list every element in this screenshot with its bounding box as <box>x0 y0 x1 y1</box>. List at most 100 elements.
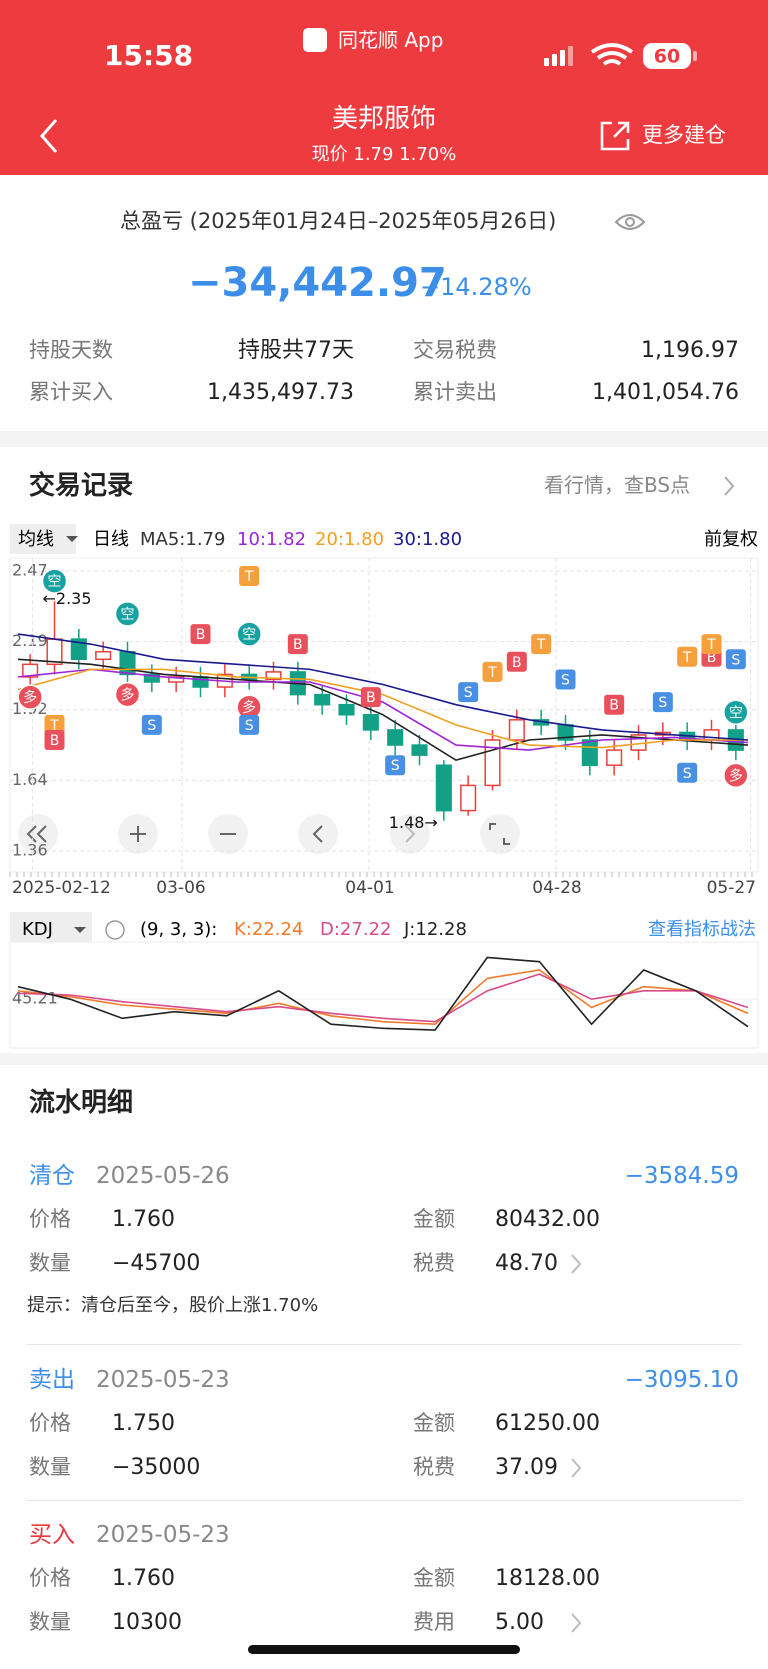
app-icon <box>303 28 327 52</box>
x-tick-label: 03-06 <box>156 878 205 898</box>
marker <box>604 694 625 715</box>
legend-entry: D:27.22 <box>320 919 391 940</box>
marker-label: B <box>293 637 303 653</box>
marker-label: S <box>561 672 570 688</box>
field-label: 数量 <box>29 1251 71 1275</box>
field-label: 税费 <box>413 1251 455 1275</box>
field-value: 48.70 <box>495 1251 558 1276</box>
back[interactable] <box>36 116 60 156</box>
header <box>0 0 768 175</box>
y-tick-label: 2.47 <box>12 561 48 580</box>
stat-value: 持股共77天 <box>238 338 354 363</box>
field-label: 金额 <box>413 1411 455 1435</box>
marker-label: T <box>487 665 497 681</box>
home-indicator <box>248 1645 520 1654</box>
marker <box>725 649 746 670</box>
marker <box>41 568 68 594</box>
y-tick-label: 1.36 <box>12 841 48 860</box>
legend-entry: 10:1.82 <box>237 529 306 550</box>
marker <box>677 762 698 783</box>
field-label: 价格 <box>29 1207 71 1231</box>
tx-type: 卖出 <box>29 1367 75 1393</box>
stat-label: 交易税费 <box>413 338 497 362</box>
field-value: 1.760 <box>112 1207 175 1232</box>
marker <box>555 669 576 690</box>
marker-label: B <box>707 650 717 666</box>
tx-pnl: −3095.10 <box>624 1367 739 1393</box>
annotation: 1.48→ <box>389 813 438 832</box>
gap <box>0 1053 768 1065</box>
time: 15:58 <box>104 39 194 72</box>
marker-label: T <box>49 718 59 734</box>
stat-label: 累计买入 <box>29 380 113 404</box>
ma-select[interactable] <box>10 524 76 554</box>
marker-label: T <box>536 637 546 653</box>
legend-entry: MA5:1.79 <box>140 529 225 550</box>
battery: 60 <box>654 46 680 68</box>
marker-label: S <box>683 766 692 782</box>
legend-entry: J:12.28 <box>403 919 467 940</box>
chevron[interactable] <box>570 1612 582 1634</box>
field-label: 金额 <box>413 1207 455 1231</box>
marker <box>44 730 65 751</box>
field-label: 税费 <box>413 1455 455 1479</box>
candle-body <box>143 673 160 683</box>
marker-label: S <box>464 685 473 701</box>
field-label: 数量 <box>29 1610 71 1634</box>
kdj-line <box>17 969 749 1025</box>
marker <box>190 624 211 645</box>
summary-title: 总盈亏 (2025年01月24日–2025年05月26日) <box>120 209 557 233</box>
x-tick-label: 04-01 <box>345 878 394 898</box>
stat-value: 1,435,497.73 <box>207 380 354 405</box>
marker-label: 多 <box>242 699 256 716</box>
stat-label: 累计卖出 <box>413 380 497 404</box>
legend-entry: 30:1.80 <box>393 529 462 550</box>
marker <box>458 682 479 703</box>
period: 日线 <box>93 529 129 550</box>
controls[interactable] <box>18 814 520 854</box>
field-label: 价格 <box>29 1411 71 1435</box>
field-label: 金额 <box>413 1566 455 1590</box>
marker <box>287 634 308 655</box>
candle-body <box>70 638 87 661</box>
eye[interactable] <box>614 210 646 234</box>
marker <box>17 684 43 710</box>
records-title: 交易记录 <box>29 471 134 501</box>
kdj-label[interactable]: KDJ <box>22 919 53 940</box>
candle-body <box>411 744 428 756</box>
share-icon[interactable] <box>598 119 632 153</box>
marker <box>239 566 260 587</box>
marker <box>482 661 503 682</box>
x-tick-label: 05-27 <box>707 878 756 898</box>
ma-line <box>17 633 749 741</box>
stat-label: 持股天数 <box>29 338 113 362</box>
nav-title: 美邦服饰 <box>331 104 436 134</box>
total: −34,442.97 <box>188 260 447 306</box>
kdj-params: (9, 3, 3): <box>140 919 217 940</box>
marker <box>531 634 552 655</box>
adjust[interactable]: 前复权 <box>704 529 758 550</box>
nav-subtitle: 现价 1.79 1.70% <box>311 144 457 165</box>
field-value: −35000 <box>112 1455 201 1480</box>
marker <box>360 687 381 708</box>
kdj-link[interactable]: 查看指标战法 <box>648 919 756 940</box>
chevron[interactable] <box>570 1457 582 1479</box>
ledger-title: 流水明细 <box>29 1088 134 1118</box>
records-link[interactable]: 看行情，查BS点 <box>544 473 691 497</box>
marker-label: B <box>609 698 619 714</box>
candle-body <box>435 764 452 812</box>
field-value: 1.750 <box>112 1411 175 1436</box>
ma-line <box>17 668 749 751</box>
field-value: 5.00 <box>495 1610 544 1635</box>
marker-label: 空 <box>121 607 135 623</box>
marker <box>701 634 722 655</box>
candle-body <box>362 714 379 731</box>
ma-label[interactable]: 均线 <box>18 529 54 550</box>
chevron[interactable] <box>570 1253 582 1275</box>
nav-action[interactable]: 更多建仓 <box>642 123 726 147</box>
marker-label: 多 <box>121 687 135 704</box>
marker-label: T <box>682 650 692 666</box>
marker <box>385 755 406 776</box>
